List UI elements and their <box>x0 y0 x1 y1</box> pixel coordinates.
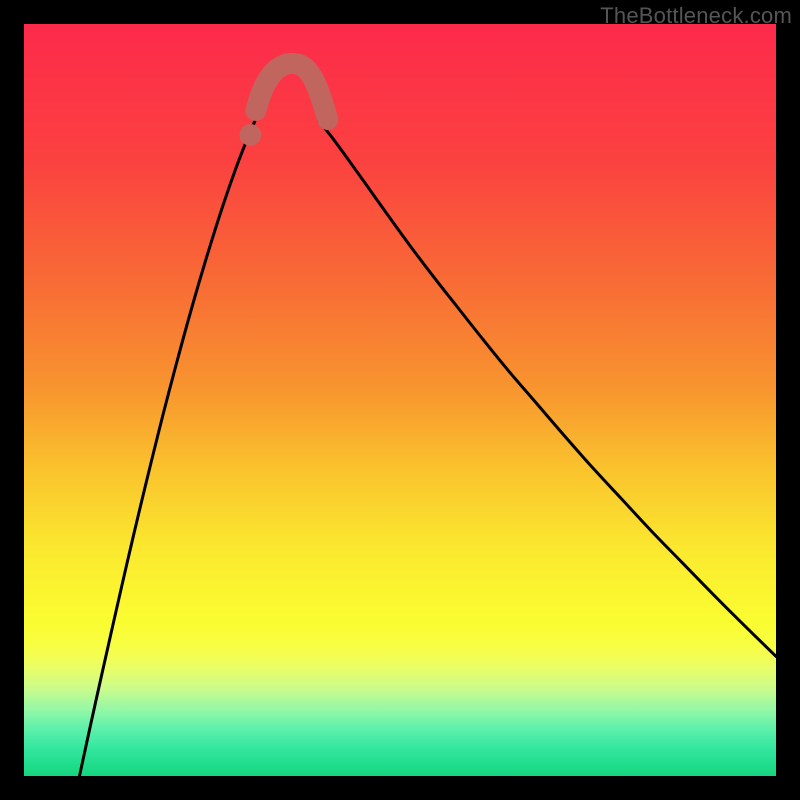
plot-area <box>24 24 776 776</box>
watermark-text: TheBottleneck.com <box>600 3 792 29</box>
gradient-background <box>24 24 776 776</box>
u-marker-dot <box>239 124 261 146</box>
chart-svg <box>24 24 776 776</box>
chart-frame: TheBottleneck.com <box>0 0 800 800</box>
